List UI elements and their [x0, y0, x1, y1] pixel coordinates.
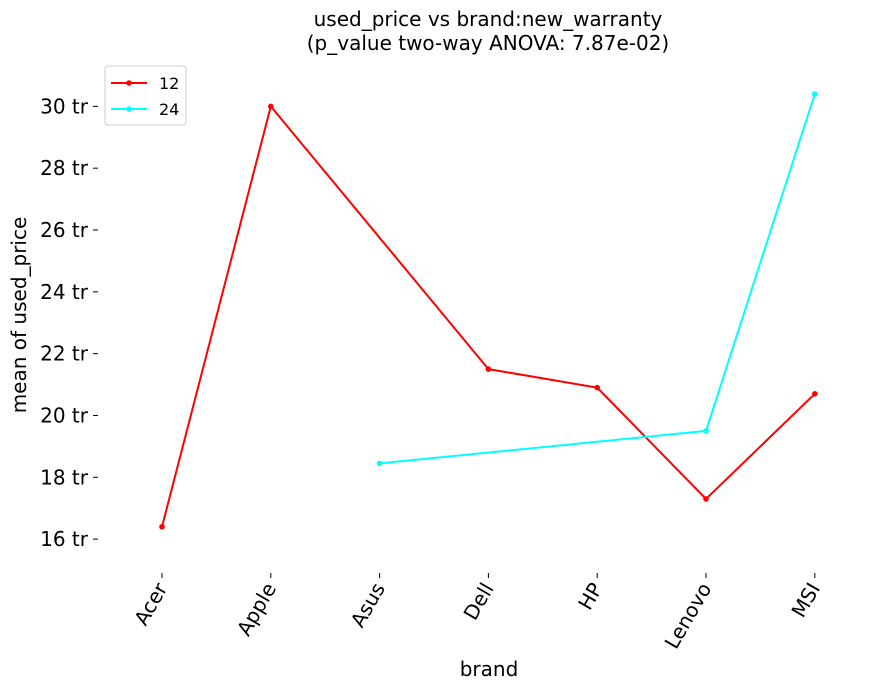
y-tick-label: 20 tr — [40, 403, 89, 427]
x-tick-label: HP — [573, 579, 607, 614]
data-point-12 — [703, 496, 709, 502]
x-tick-label: Dell — [459, 579, 499, 625]
y-tick-label: 24 tr — [40, 280, 89, 304]
data-point-12 — [268, 103, 274, 110]
y-tick-label: 28 tr — [40, 156, 89, 180]
legend-label: 24 — [159, 100, 179, 119]
x-tick-label: Acer — [129, 578, 173, 630]
data-point-24 — [376, 460, 383, 467]
x-tick-label: Asus — [346, 579, 390, 632]
data-point-24 — [703, 428, 709, 434]
chart-subtitle: (p_value two-way ANOVA: 7.87e-02) — [307, 31, 669, 55]
y-tick-label: 16 tr — [40, 527, 89, 551]
y-tick-label: 30 tr — [40, 94, 89, 118]
data-point-12 — [485, 366, 492, 372]
x-tick-label: Apple — [232, 579, 281, 640]
data-point-24 — [812, 91, 818, 97]
data-point-12 — [594, 384, 600, 391]
legend-frame — [104, 65, 187, 126]
x-tick-label: Lenovo — [659, 579, 716, 653]
y-tick-label: 26 tr — [40, 218, 89, 242]
plot-area — [159, 91, 818, 530]
y-axis: 16 tr 18 tr 20 tr 22 tr 24 tr 26 tr 28 tr 30 tr — [40, 94, 98, 551]
x-axis-label: brand — [460, 657, 519, 681]
legend-label: 12 — [159, 74, 179, 93]
legend-marker — [126, 106, 132, 112]
y-tick-label: 22 tr — [40, 342, 89, 366]
y-tick-label: 18 tr — [40, 465, 89, 489]
x-tick-label: MSI — [786, 579, 825, 622]
y-axis-label: mean of used_price — [7, 217, 31, 414]
legend-marker — [126, 80, 132, 86]
data-point-12 — [159, 523, 165, 530]
data-point-12 — [812, 391, 818, 397]
chart-title: used_price vs brand:new_warranty — [314, 7, 663, 31]
series-line-24 — [379, 93, 816, 465]
chart-title-group: used_price vs brand:new_warranty (p_valu… — [307, 7, 669, 55]
x-axis: Acer Apple Asus Dell HP Lenovo MSI — [129, 573, 825, 653]
series-line-12 — [161, 105, 816, 527]
